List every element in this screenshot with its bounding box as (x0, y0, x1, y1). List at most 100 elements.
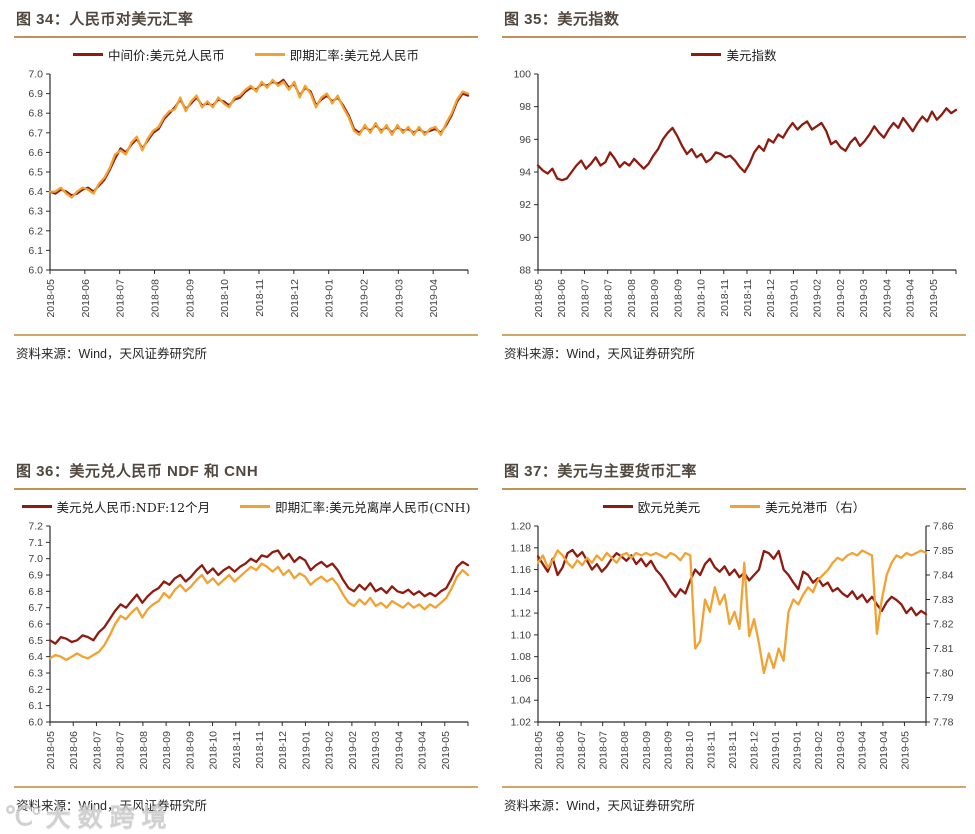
svg-text:7.80: 7.80 (933, 668, 954, 680)
svg-text:7.0: 7.0 (28, 553, 43, 565)
svg-text:2018-10: 2018-10 (684, 731, 696, 770)
svg-text:2018-12: 2018-12 (289, 279, 301, 318)
source-note: 资料来源：Wind，天风证券研究所 (504, 347, 695, 361)
svg-text:7.0: 7.0 (28, 69, 43, 81)
svg-text:2018-10: 2018-10 (696, 279, 708, 318)
figure-title: 图 35：美元指数 (502, 6, 966, 38)
svg-text:2018-09: 2018-09 (161, 731, 173, 770)
svg-text:2018-05: 2018-05 (533, 731, 545, 770)
svg-text:2018-09: 2018-09 (662, 731, 674, 770)
svg-text:1.02: 1.02 (511, 717, 532, 729)
svg-text:2018-12: 2018-12 (765, 279, 777, 318)
svg-text:88: 88 (519, 265, 531, 277)
svg-text:6.4: 6.4 (28, 186, 43, 198)
svg-text:6.3: 6.3 (28, 206, 43, 218)
legend-label: 美元兑人民币:NDF:12个月 (56, 499, 211, 515)
svg-text:2018-11: 2018-11 (727, 731, 739, 769)
divider (14, 334, 478, 336)
line-chart: 1.20 1.18 1.16 1.14 1.12 1.10 1.08 1.06 1.04 1.02… (502, 518, 966, 785)
svg-text:6.6: 6.6 (28, 147, 43, 159)
svg-text:2019-02: 2019-02 (324, 731, 336, 770)
legend: 美元指数 (502, 43, 966, 65)
svg-text:2019-01: 2019-01 (324, 279, 336, 318)
divider (14, 786, 478, 788)
svg-text:6.7: 6.7 (28, 127, 43, 139)
svg-text:1.14: 1.14 (511, 586, 532, 598)
legend: 欧元兑美元 美元兑港币（右） (502, 495, 966, 517)
svg-text:7.83: 7.83 (933, 594, 954, 606)
svg-text:1.16: 1.16 (511, 564, 532, 576)
legend: 美元兑人民币:NDF:12个月 即期汇率:美元兑离岸人民币(CNH) (14, 495, 478, 517)
svg-text:2018-08: 2018-08 (138, 731, 150, 770)
svg-text:2018-08: 2018-08 (150, 279, 162, 318)
legend-item: 欧元兑美元 (602, 497, 701, 516)
svg-text:2019-01: 2019-01 (792, 731, 804, 770)
svg-text:2018-12: 2018-12 (749, 731, 761, 770)
svg-text:2019-02: 2019-02 (813, 731, 825, 770)
svg-text:2019-05: 2019-05 (899, 731, 911, 770)
svg-text:2019-02: 2019-02 (835, 279, 847, 318)
svg-text:2018-11: 2018-11 (742, 279, 754, 317)
figure-title: 图 37：美元与主要货币汇率 (502, 458, 966, 490)
svg-text:6.2: 6.2 (28, 225, 43, 237)
svg-text:6.8: 6.8 (28, 586, 43, 598)
svg-text:2018-09: 2018-09 (184, 279, 196, 318)
svg-text:7.86: 7.86 (933, 521, 954, 533)
svg-text:2018-09: 2018-09 (184, 731, 196, 770)
divider (502, 786, 966, 788)
legend: 中间价:美元兑人民币 即期汇率:美元兑人民币 (14, 43, 478, 65)
legend-line-swatch (240, 504, 271, 508)
svg-text:2018-11: 2018-11 (705, 731, 717, 769)
figure-panel-37: 图 37：美元与主要货币汇率 欧元兑美元 美元兑港币（右） 1.20 1.18 1.1… (502, 458, 966, 814)
svg-text:2018-10: 2018-10 (208, 731, 220, 770)
source-note: 资料来源：Wind，天风证券研究所 (504, 799, 695, 813)
legend-line-swatch (73, 52, 104, 56)
svg-text:2018-05: 2018-05 (45, 731, 57, 770)
svg-text:2019-05: 2019-05 (440, 731, 452, 770)
svg-text:7.85: 7.85 (933, 545, 954, 557)
legend-label: 美元兑港币（右） (765, 499, 866, 515)
source-note: 资料来源：Wind，天风证券研究所 (16, 347, 207, 361)
legend-label: 中间价:美元兑人民币 (108, 47, 225, 63)
svg-text:6.6: 6.6 (28, 619, 43, 631)
svg-text:7.1: 7.1 (28, 537, 43, 549)
svg-text:2019-02: 2019-02 (359, 279, 371, 318)
figure-panel-34: 图 34：人民币对美元汇率 中间价:美元兑人民币 即期汇率:美元兑人民币 7.0 6… (14, 6, 478, 362)
svg-text:2018-07: 2018-07 (91, 731, 103, 770)
svg-text:2018-07: 2018-07 (579, 279, 591, 318)
svg-text:100: 100 (513, 69, 531, 81)
svg-text:2019-04: 2019-04 (417, 731, 429, 770)
svg-text:2019-03: 2019-03 (835, 731, 847, 770)
svg-text:2018-09: 2018-09 (649, 279, 661, 318)
svg-text:2019-05: 2019-05 (928, 279, 940, 318)
svg-text:1.06: 1.06 (511, 673, 532, 685)
svg-text:2019-04: 2019-04 (905, 279, 917, 318)
legend-line-swatch (254, 52, 285, 56)
svg-text:2018-06: 2018-06 (68, 731, 80, 770)
svg-text:6.5: 6.5 (28, 167, 43, 179)
svg-text:2019-01: 2019-01 (788, 279, 800, 318)
line-chart: 100 98 96 94 92 90 88 2018-05 2018-06 2018-07 2018… (502, 66, 966, 333)
legend-label: 欧元兑美元 (637, 499, 701, 515)
svg-text:96: 96 (519, 134, 531, 146)
svg-text:2018-09: 2018-09 (672, 279, 684, 318)
legend-item: 美元兑人民币:NDF:12个月 (21, 497, 211, 516)
svg-text:6.7: 6.7 (28, 602, 43, 614)
svg-text:2018-06: 2018-06 (555, 731, 567, 770)
svg-text:7.82: 7.82 (933, 619, 954, 631)
line-chart: 7.2 7.1 7.0 6.9 6.8 6.7 6.6 6.5 6.4 6.3 6.2 6.1 6.0 2… (14, 518, 478, 785)
svg-text:1.20: 1.20 (511, 521, 532, 533)
chart-canvas: 7.0 6.9 6.8 6.7 6.6 6.5 6.4 6.3 6.2 6.1 6.02018-05… (28, 69, 470, 318)
svg-text:6.3: 6.3 (28, 668, 43, 680)
svg-text:90: 90 (519, 232, 531, 244)
svg-text:2018-05: 2018-05 (533, 279, 545, 318)
svg-text:6.4: 6.4 (28, 651, 43, 663)
svg-text:92: 92 (519, 199, 531, 211)
chart-canvas: 7.27.17.06.96.86.76.66.56.46.36.26.16.02… (28, 521, 470, 770)
legend-line-swatch (691, 52, 722, 56)
svg-text:2019-03: 2019-03 (370, 731, 382, 770)
svg-text:2019-04: 2019-04 (428, 279, 440, 318)
chart-canvas: 1.20 1.18 1.16 1.14 1.12 1.10 1.08 1.06 1.04 1.02… (511, 521, 954, 770)
legend-item: 美元指数 (691, 45, 777, 64)
